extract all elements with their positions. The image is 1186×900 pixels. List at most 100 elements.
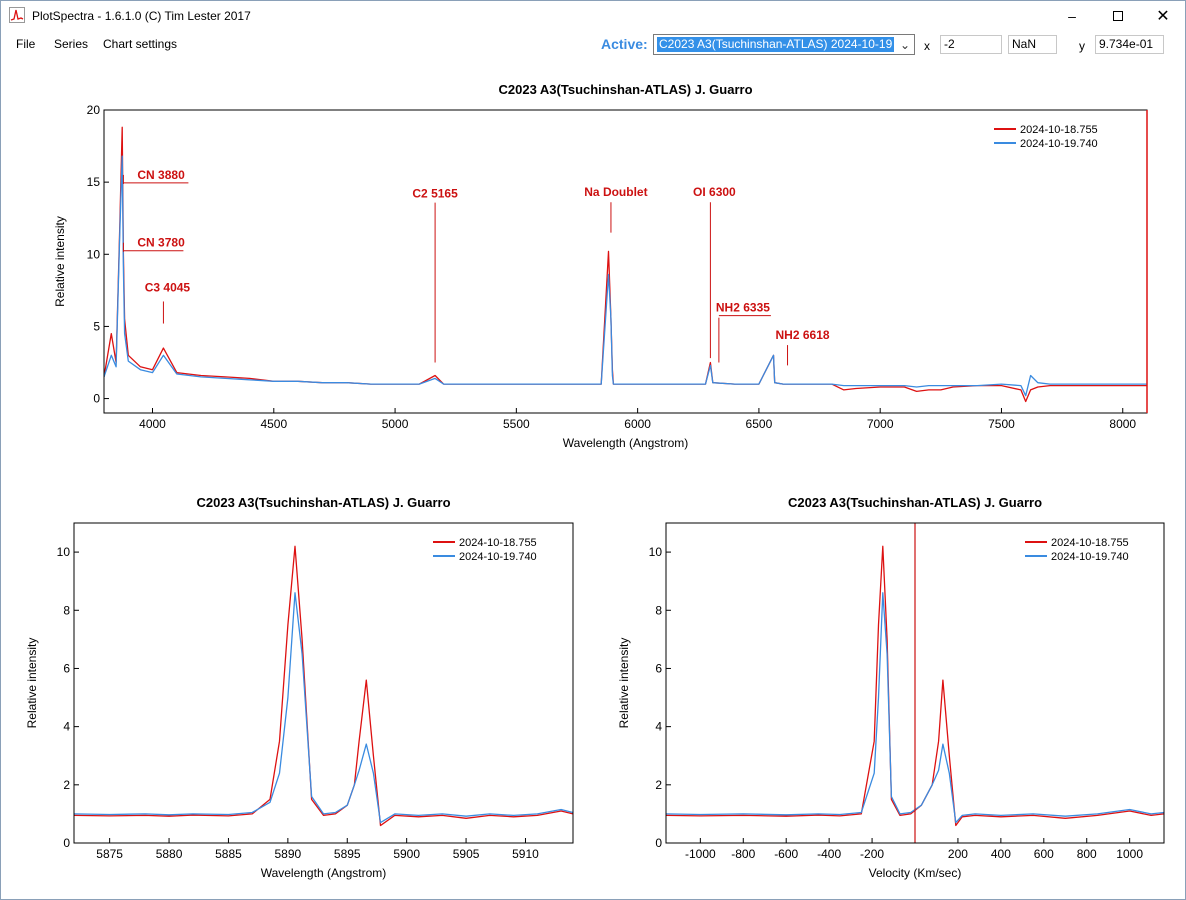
annotation-label: Na Doublet <box>584 185 647 199</box>
close-icon: ✕ <box>1156 8 1170 25</box>
nan-value-field[interactable]: NaN <box>1008 35 1057 54</box>
x-tick-label: -400 <box>817 847 841 861</box>
x-tick-label: 7500 <box>988 417 1015 431</box>
y-tick-label: 8 <box>63 603 70 617</box>
series-line-2 <box>666 592 1164 824</box>
chart-title: C2023 A3(Tsuchinshan-ATLAS) J. Guarro <box>196 495 450 510</box>
y-tick-label: 6 <box>655 661 662 675</box>
series-group <box>74 545 573 827</box>
legend-entry-1: 2024-10-18.755 <box>1051 537 1129 549</box>
x-value-field[interactable]: -2 <box>940 35 1002 54</box>
y-axis-label: Relative intensity <box>25 638 39 729</box>
y-tick-label: 20 <box>87 103 101 117</box>
series-group <box>666 545 1164 827</box>
x-axis-label: Wavelength (Angstrom) <box>261 866 387 880</box>
legend-entry-1: 2024-10-18.755 <box>1020 124 1098 136</box>
annotation-label: C2 5165 <box>412 187 458 201</box>
x-tick-label: 600 <box>1034 847 1054 861</box>
close-button[interactable]: ✕ <box>1140 1 1186 31</box>
x-tick-label: 5900 <box>393 847 420 861</box>
legend-entry-2: 2024-10-19.740 <box>459 551 537 563</box>
x-tick-label: -200 <box>860 847 884 861</box>
y-value-field[interactable]: 9.734e-01 <box>1095 35 1164 54</box>
menu-file[interactable]: File <box>16 37 36 51</box>
y-tick-label: 4 <box>655 720 662 734</box>
y-tick-label: 2 <box>63 778 70 792</box>
legend-entry-2: 2024-10-19.740 <box>1020 138 1098 150</box>
series-line-1 <box>104 126 1147 403</box>
x-tick-label: 4000 <box>139 417 166 431</box>
series-line-1 <box>74 545 573 827</box>
active-series-label: Active: <box>601 36 648 52</box>
x-tick-label: 8000 <box>1109 417 1136 431</box>
velocity-chart[interactable]: C2023 A3(Tsuchinshan-ATLAS) J. Guarro -10… <box>593 485 1185 885</box>
x-tick-label: 5880 <box>156 847 183 861</box>
series-line-2 <box>104 155 1147 397</box>
maximize-icon <box>1113 11 1123 21</box>
x-tick-label: 800 <box>1077 847 1097 861</box>
menu-bar: File Series Chart settings <box>1 32 1185 56</box>
active-series-value: C2023 A3(Tsuchinshan-ATLAS) 2024-10-19 <box>657 37 895 52</box>
y-tick-label: 10 <box>649 545 663 559</box>
window-title: PlotSpectra - 1.6.1.0 (C) Tim Lester 201… <box>32 9 251 23</box>
y-tick-label: 5 <box>93 319 100 333</box>
chevron-down-icon: ⌄ <box>899 38 910 52</box>
y-label: y <box>1079 39 1085 53</box>
x-tick-label: 6500 <box>746 417 773 431</box>
x-tick-label: 5905 <box>453 847 480 861</box>
x-tick-label: -800 <box>731 847 755 861</box>
active-series-select[interactable]: C2023 A3(Tsuchinshan-ATLAS) 2024-10-19 ⌄ <box>653 34 915 55</box>
zoom-wavelength-chart[interactable]: C2023 A3(Tsuchinshan-ATLAS) J. Guarro 587… <box>1 485 591 885</box>
y-tick-label: 4 <box>63 720 70 734</box>
x-tick-label: 5910 <box>512 847 539 861</box>
x-tick-label: -600 <box>774 847 798 861</box>
annotation-label: OI 6300 <box>693 185 736 199</box>
y-tick-label: 6 <box>63 661 70 675</box>
y-tick-label: 0 <box>93 392 100 406</box>
y-tick-label: 10 <box>87 247 101 261</box>
annotation-label: CN 3880 <box>137 168 185 182</box>
x-axis-label: Wavelength (Angstrom) <box>563 436 689 450</box>
minimize-icon: – <box>1068 8 1076 24</box>
annotation-label: NH2 6335 <box>716 301 770 315</box>
plot-frame <box>73 522 574 844</box>
x-tick-label: 4500 <box>260 417 287 431</box>
main-spectrum-chart[interactable]: C2023 A3(Tsuchinshan-ATLAS) J. Guarro CN … <box>1 73 1185 465</box>
x-tick-label: 400 <box>991 847 1011 861</box>
series-line-2 <box>74 592 573 824</box>
y-axis-label: Relative intensity <box>53 216 67 307</box>
y-tick-label: 8 <box>655 603 662 617</box>
y-tick-label: 10 <box>57 545 71 559</box>
app-icon <box>9 7 25 23</box>
annotation-label: C3 4045 <box>145 280 191 294</box>
y-tick-label: 15 <box>87 175 101 189</box>
x-axis-label: Velocity (Km/sec) <box>869 866 962 880</box>
legend-entry-2: 2024-10-19.740 <box>1051 551 1129 563</box>
x-tick-label: 5885 <box>215 847 242 861</box>
maximize-button[interactable] <box>1095 1 1141 31</box>
minimize-button[interactable]: – <box>1049 1 1095 31</box>
x-label: x <box>924 39 930 53</box>
x-tick-label: 7000 <box>867 417 894 431</box>
x-tick-label: 5890 <box>275 847 302 861</box>
plot-frame <box>665 522 1165 844</box>
x-tick-label: 5000 <box>382 417 409 431</box>
menu-chart-settings[interactable]: Chart settings <box>103 37 178 51</box>
chart-title: C2023 A3(Tsuchinshan-ATLAS) J. Guarro <box>498 82 752 97</box>
plot-frame <box>103 109 1148 414</box>
annotation-label: NH2 6618 <box>776 328 830 342</box>
x-tick-label: 200 <box>948 847 968 861</box>
x-tick-label: 5895 <box>334 847 361 861</box>
x-tick-label: 5500 <box>503 417 530 431</box>
legend-entry-1: 2024-10-18.755 <box>459 537 537 549</box>
menu-series[interactable]: Series <box>54 37 89 51</box>
y-tick-label: 0 <box>655 836 662 850</box>
x-tick-label: -1000 <box>685 847 716 861</box>
x-tick-label: 6000 <box>624 417 651 431</box>
y-tick-label: 2 <box>655 778 662 792</box>
annotation-label: CN 3780 <box>137 236 185 250</box>
y-axis-label: Relative intensity <box>617 638 631 729</box>
series-group <box>104 126 1147 403</box>
title-bar[interactable]: PlotSpectra - 1.6.1.0 (C) Tim Lester 201… <box>1 1 1185 31</box>
